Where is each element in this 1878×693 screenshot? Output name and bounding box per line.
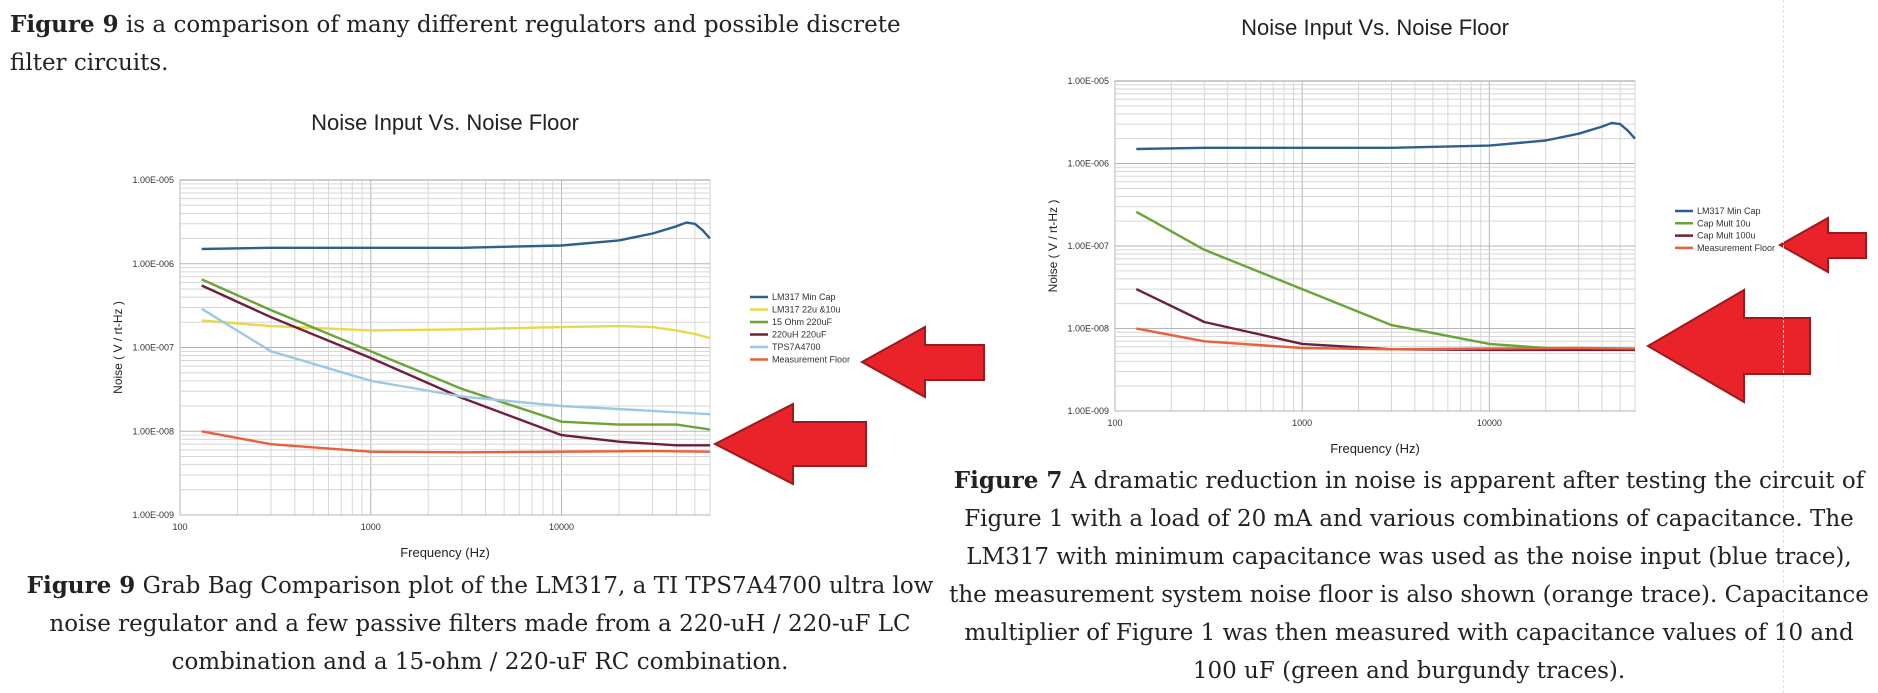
y-tick-label: 1.00E-009 bbox=[132, 510, 174, 520]
y-tick-label: 1.00E-009 bbox=[1067, 406, 1109, 416]
y-tick-label: 1.00E-006 bbox=[132, 259, 174, 269]
red-arrow-icon bbox=[1646, 288, 1811, 404]
legend-label: Cap Mult 100u bbox=[1697, 231, 1756, 241]
intro-text: is a comparison of many different regula… bbox=[10, 12, 901, 76]
legend-label: LM317 Min Cap bbox=[772, 292, 836, 302]
x-tick-label: 1000 bbox=[1292, 418, 1312, 428]
series-line bbox=[1136, 327, 1636, 351]
x-axis-label: Frequency (Hz) bbox=[400, 545, 490, 560]
figure-7-caption: Figure 7 A dramatic reduction in noise i… bbox=[944, 462, 1874, 690]
red-arrow-icon bbox=[1777, 216, 1867, 274]
y-tick-label: 1.00E-005 bbox=[1067, 76, 1109, 86]
legend-label: Measurement Floor bbox=[1697, 243, 1775, 253]
legend-label: Measurement Floor bbox=[772, 355, 850, 365]
figure-9-label: Figure 9 bbox=[26, 572, 136, 599]
legend-label: LM317 22u &10u bbox=[772, 305, 841, 315]
legend-label: LM317 Min Cap bbox=[1697, 206, 1761, 216]
chart-title: Noise Input Vs. Noise Floor bbox=[311, 110, 579, 135]
series-line bbox=[201, 278, 711, 431]
intro-paragraph: Figure 9 is a comparison of many differe… bbox=[10, 6, 910, 82]
legend-label: Cap Mult 10u bbox=[1697, 218, 1751, 228]
figure-7-text: A dramatic reduction in noise is apparen… bbox=[949, 468, 1869, 684]
series-line bbox=[201, 307, 711, 416]
y-axis-label: Noise ( V / rt-Hz ) bbox=[1046, 200, 1060, 293]
y-tick-label: 1.00E-007 bbox=[132, 343, 174, 353]
x-tick-label: 100 bbox=[172, 522, 187, 532]
legend-label: 15 Ohm 220uF bbox=[772, 317, 833, 327]
x-tick-label: 100 bbox=[1107, 418, 1122, 428]
y-tick-label: 1.00E-006 bbox=[1067, 159, 1109, 169]
x-axis-label: Frequency (Hz) bbox=[1330, 441, 1420, 456]
figure-9-chart: 1.00E-005 1.00E-006 1.00E-007 1.00E-008 1.00… bbox=[111, 110, 850, 560]
y-tick-label: 1.00E-007 bbox=[1067, 241, 1109, 251]
y-tick-label: 1.00E-008 bbox=[132, 426, 174, 436]
legend-label: TPS7A4700 bbox=[772, 342, 821, 352]
x-tick-label: 1000 bbox=[361, 522, 381, 532]
intro-figure-label: Figure 9 bbox=[10, 11, 119, 38]
series-line bbox=[201, 284, 710, 447]
series-line bbox=[201, 221, 711, 251]
red-arrow-icon bbox=[712, 402, 867, 486]
y-tick-label: 1.00E-008 bbox=[1067, 324, 1109, 334]
y-tick-label: 1.00E-005 bbox=[132, 175, 174, 185]
figure-9-text: Grab Bag Comparison plot of the LM317, a… bbox=[49, 573, 934, 675]
x-tick-label: 10000 bbox=[1477, 418, 1502, 428]
figure-9-caption: Figure 9 Grab Bag Comparison plot of the… bbox=[20, 567, 940, 681]
y-axis-label: Noise ( V / rt-Hz ) bbox=[111, 301, 125, 394]
legend-label: 220uH 220uF bbox=[772, 330, 827, 340]
chart-title: Noise Input Vs. Noise Floor bbox=[1241, 15, 1509, 40]
series-line bbox=[1136, 121, 1636, 151]
series-line bbox=[201, 430, 711, 454]
x-tick-label: 10000 bbox=[549, 522, 574, 532]
figure-7-label: Figure 7 bbox=[953, 467, 1063, 494]
figure-7-chart: 1.00E-005 1.00E-006 1.00E-007 1.00E-008 1.00… bbox=[1046, 15, 1775, 456]
red-arrow-icon bbox=[859, 325, 985, 399]
series-line bbox=[201, 319, 711, 340]
page-divider bbox=[1783, 0, 1784, 693]
